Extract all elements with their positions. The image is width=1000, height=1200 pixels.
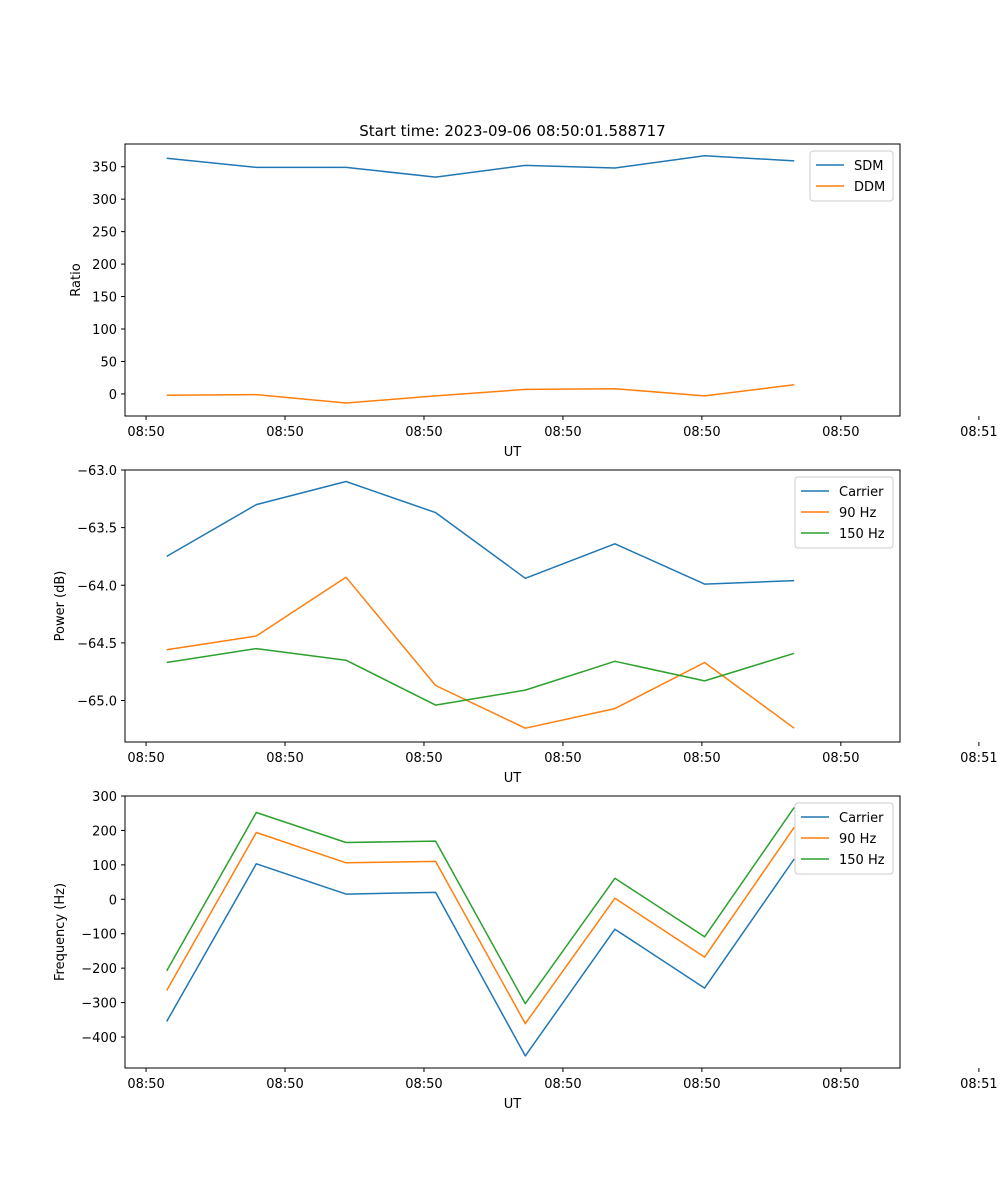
x-tick-label: 08:50: [405, 425, 442, 440]
y-tick-label: −64.0: [77, 579, 117, 594]
series-line-carrier: [166, 480, 795, 585]
y-tick-label: 300: [92, 193, 117, 208]
y-tick-label: −400: [81, 1031, 117, 1046]
x-tick-label: 08:51: [960, 751, 997, 766]
y-tick-label: 100: [92, 859, 117, 874]
x-tick-label: 08:50: [266, 425, 303, 440]
series-line-90-hz: [166, 576, 795, 729]
legend-label: 90 Hz: [839, 832, 876, 847]
legend-label: Carrier: [839, 485, 884, 500]
x-tick-label: 08:50: [822, 751, 859, 766]
axes-frame: [124, 795, 901, 1069]
series-line-carrier: [166, 858, 795, 1057]
x-tick-label: 08:50: [266, 1077, 303, 1092]
x-tick-label: 08:50: [544, 425, 581, 440]
y-tick-label: 50: [100, 355, 117, 370]
x-axis-label: UT: [504, 445, 522, 460]
x-tick-label: 08:50: [822, 425, 859, 440]
legend-label: Carrier: [839, 811, 884, 826]
x-tick-label: 08:50: [683, 1077, 720, 1092]
legend: Carrier 90 Hz 150 Hz: [794, 802, 894, 875]
y-tick-label: 100: [92, 323, 117, 338]
legend-label: 150 Hz: [839, 527, 885, 542]
x-tick-label: 08:50: [683, 425, 720, 440]
y-tick-label: 200: [92, 258, 117, 273]
y-tick-label: 200: [92, 824, 117, 839]
series-line-ddm: [166, 384, 795, 404]
x-tick-label: 08:50: [405, 1077, 442, 1092]
y-tick-label: −65.0: [77, 695, 117, 710]
x-tick-label: 08:50: [822, 1077, 859, 1092]
subplot-1: Start time: 2023-09-06 08:50:01.588717 08…: [69, 122, 998, 460]
axes-frame: [124, 143, 901, 417]
x-tick-label: 08:51: [960, 425, 997, 440]
y-tick-label: 150: [92, 291, 117, 306]
y-tick-label: −300: [81, 997, 117, 1012]
y-tick-label: 300: [92, 790, 117, 805]
x-tick-label: 08:50: [544, 751, 581, 766]
x-tick-label: 08:50: [544, 1077, 581, 1092]
legend-box: [794, 476, 894, 549]
x-axis-label: UT: [504, 771, 522, 786]
series-line-150-hz: [166, 806, 795, 1005]
legend: Carrier 90 Hz 150 Hz: [794, 476, 894, 549]
x-tick-label: 08:50: [683, 751, 720, 766]
y-axis-label: Ratio: [69, 263, 84, 296]
x-tick-label: 08:50: [266, 751, 303, 766]
legend-label: SDM: [854, 159, 883, 174]
x-tick-label: 08:50: [127, 751, 164, 766]
x-tick-label: 08:50: [127, 425, 164, 440]
series-line-150-hz: [166, 647, 795, 706]
x-tick-label: 08:50: [127, 1077, 164, 1092]
y-tick-label: −200: [81, 962, 117, 977]
series-line-90-hz: [166, 826, 795, 1025]
y-axis-label: Frequency (Hz): [53, 883, 68, 981]
x-tick-label: 08:51: [960, 1077, 997, 1092]
y-tick-label: 250: [92, 226, 117, 241]
legend-label: DDM: [854, 180, 885, 195]
legend-label: 90 Hz: [839, 506, 876, 521]
chart-title: Start time: 2023-09-06 08:50:01.588717: [359, 122, 665, 140]
y-tick-label: 0: [109, 388, 117, 403]
x-axis-label: UT: [504, 1097, 522, 1112]
legend: SDM DDM: [809, 150, 894, 202]
subplot-3: 08:50 08:50 08:50 08:50 08:50 08:50 08:51 −400 −…: [53, 790, 998, 1112]
y-tick-label: 350: [92, 161, 117, 176]
legend-box: [794, 802, 894, 875]
y-tick-label: −63.5: [77, 522, 117, 537]
axes-frame: [124, 469, 901, 743]
y-tick-label: −64.5: [77, 637, 117, 652]
subplot-2: 08:50 08:50 08:50 08:50 08:50 08:50 08:51 −65.0…: [53, 464, 998, 786]
x-tick-label: 08:50: [405, 751, 442, 766]
series-line-sdm: [166, 154, 795, 178]
y-axis-label: Power (dB): [53, 571, 68, 642]
y-tick-label: −63.0: [77, 464, 117, 479]
legend-label: 150 Hz: [839, 853, 885, 868]
y-tick-label: −100: [81, 928, 117, 943]
legend-box: [809, 150, 894, 202]
y-tick-label: 0: [109, 893, 117, 908]
